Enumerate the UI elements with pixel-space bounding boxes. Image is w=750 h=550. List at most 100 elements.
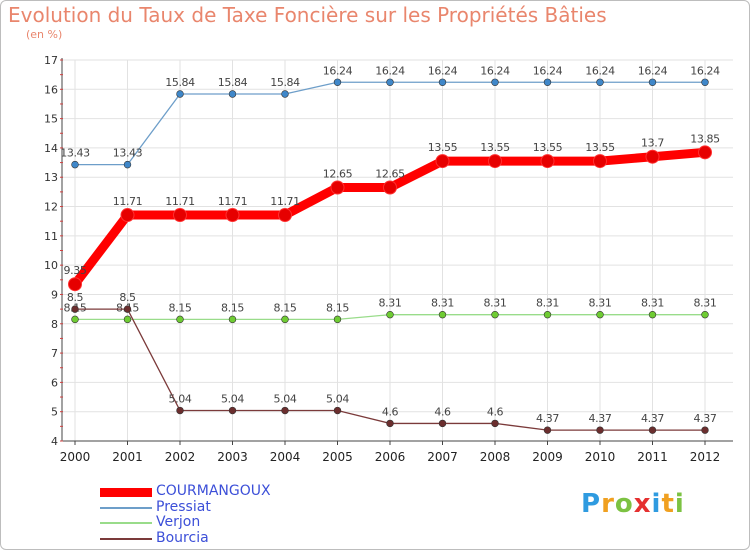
data-point-pressiat [281,90,289,98]
data-point-courmangoux [278,208,292,223]
data-point-verjon [491,310,499,319]
data-point-verjon [228,315,237,324]
data-label-verjon: 8.31 [641,297,664,310]
data-label-pressiat: 16.24 [690,64,720,77]
y-tick-label: 16 [44,83,58,96]
data-label-verjon: 8.31 [431,297,454,310]
data-point-bourcia [228,406,237,415]
data-point-courmangoux [698,145,712,160]
y-tick-label: 7 [51,347,58,360]
data-point-courmangoux [593,154,607,169]
data-label-verjon: 8.15 [221,301,244,314]
data-label-pressiat: 16.24 [638,64,668,77]
x-tick-label: 2000 [60,450,91,464]
data-label-pressiat: 16.24 [480,64,510,77]
data-point-pressiat [386,78,394,86]
data-label-pressiat: 15.84 [270,76,300,89]
data-point-bourcia [438,419,447,428]
data-point-verjon [701,310,709,319]
logo-letter: i [674,489,685,519]
data-point-verjon [176,315,184,324]
data-label-pressiat: 16.24 [428,64,458,77]
x-tick-label: 2003 [217,450,248,464]
chart-subtitle: (en %) [26,28,63,41]
x-tick-label: 2012 [690,450,721,464]
y-tick-label: 11 [44,230,58,243]
chart-title: Evolution du Taux de Taxe Foncière sur l… [8,3,607,27]
data-label-courmangoux: 13.7 [641,137,664,150]
data-label-courmangoux: 9.35 [64,264,87,277]
data-label-bourcia: 8.5 [67,291,84,304]
y-tick-label: 10 [44,259,58,272]
data-point-courmangoux [68,277,82,292]
data-label-pressiat: 16.24 [585,64,615,77]
data-point-pressiat [543,78,552,86]
proxiti-logo: Proxiti [581,489,685,519]
data-label-verjon: 8.15 [326,301,349,314]
data-label-bourcia: 4.37 [536,412,559,425]
data-label-pressiat: 13.43 [113,147,143,160]
x-tick-label: 2006 [375,450,406,464]
data-label-courmangoux: 12.65 [375,167,405,180]
logo-letter: P [581,489,602,519]
x-tick-label: 2009 [532,450,563,464]
data-label-courmangoux: 13.55 [480,141,510,154]
data-point-bourcia [176,406,184,415]
data-label-pressiat: 16.24 [323,64,353,77]
y-tick-label: 17 [44,54,58,67]
data-point-bourcia [281,406,289,415]
data-point-verjon [281,315,289,324]
data-point-courmangoux [173,208,187,223]
data-label-verjon: 8.31 [536,297,559,310]
data-label-bourcia: 4.6 [382,405,399,418]
data-point-pressiat [71,160,79,169]
data-label-bourcia: 5.04 [274,393,297,406]
data-point-verjon [386,310,394,319]
x-tick-label: 2005 [322,450,353,464]
y-tick-label: 5 [51,406,58,419]
data-point-bourcia [648,426,657,434]
y-tick-label: 15 [44,113,58,126]
data-label-bourcia: 5.04 [326,393,349,406]
data-point-verjon [543,310,552,319]
logo-letter: i [651,489,662,519]
x-tick-label: 2004 [270,450,301,464]
data-point-courmangoux [383,180,397,195]
data-point-verjon [333,315,342,324]
data-point-bourcia [386,419,394,428]
data-label-courmangoux: 13.55 [585,141,615,154]
logo-letter: r [601,489,615,519]
data-label-courmangoux: 11.71 [165,195,195,208]
logo-letter: o [614,489,634,519]
x-tick-label: 2007 [427,450,458,464]
legend-swatch-pressiat [100,506,152,509]
data-point-verjon [438,310,447,319]
data-point-verjon [71,315,79,324]
data-point-courmangoux [330,180,345,195]
data-point-bourcia [543,426,552,434]
data-point-bourcia [71,305,79,313]
legend-label: COURMANGOUX [156,483,271,499]
data-point-courmangoux [120,208,135,223]
data-label-courmangoux: 11.71 [218,195,248,208]
legend-label: Verjon [156,514,201,530]
data-label-courmangoux: 12.65 [323,167,353,180]
data-label-verjon: 8.15 [169,301,192,314]
data-point-courmangoux [488,154,502,169]
data-point-courmangoux [435,154,450,169]
data-label-pressiat: 15.84 [165,76,195,89]
y-tick-label: 12 [44,201,58,214]
x-tick-label: 2002 [165,450,196,464]
data-point-pressiat [701,78,709,86]
y-tick-label: 4 [51,435,58,448]
data-point-courmangoux [540,154,555,169]
data-point-bourcia [596,426,604,434]
data-label-pressiat: 13.43 [60,147,90,160]
data-label-pressiat: 16.24 [375,64,405,77]
y-tick-label: 6 [51,376,58,389]
y-tick-label: 14 [44,142,58,155]
data-label-pressiat: 15.84 [218,76,248,89]
legend-label: Pressiat [156,498,211,515]
